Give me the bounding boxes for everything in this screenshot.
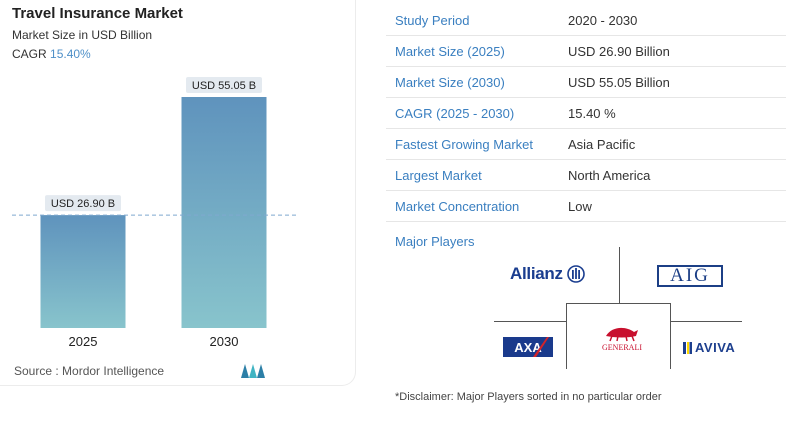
table-row-value: USD 55.05 Billion	[568, 75, 670, 90]
allianz-logo: Allianz	[510, 264, 585, 284]
table-row: Market Size (2025) USD 26.90 Billion	[386, 36, 786, 67]
table-row-key: CAGR (2025 - 2030)	[395, 106, 515, 121]
table-row-key: Largest Market	[395, 168, 482, 183]
bar-2030	[181, 97, 267, 328]
category-label: 2025	[69, 334, 98, 349]
aig-logo: AIG	[657, 265, 723, 287]
disclaimer-text: *Disclaimer: Major Players sorted in no …	[395, 391, 662, 403]
table-row-key: Fastest Growing Market	[395, 137, 533, 152]
generali-logo: GENERALI	[602, 327, 642, 352]
mordor-intelligence-logo-icon	[241, 364, 265, 378]
table-row: CAGR (2025 - 2030) 15.40 %	[386, 98, 786, 129]
bar-2025	[40, 215, 126, 328]
aviva-logo: AVIVA	[683, 340, 735, 355]
table-row-value: North America	[568, 168, 651, 183]
players-divider	[670, 321, 742, 322]
axa-wordmark: AXA	[514, 340, 542, 355]
value-label-box	[186, 77, 262, 93]
category-label: 2030	[210, 334, 239, 349]
aviva-wordmark: AVIVA	[695, 340, 736, 355]
aviva-emblem-icon	[683, 341, 692, 354]
cagr-label: CAGR	[12, 47, 47, 61]
generali-wordmark: GENERALI	[602, 343, 642, 352]
source-note: Source : Mordor Intelligence	[14, 364, 165, 378]
cagr-value: 15.40%	[50, 47, 91, 61]
major-players-label: Major Players	[395, 234, 475, 249]
players-divider	[619, 247, 620, 303]
value-label: USD 55.05 B	[192, 80, 256, 92]
players-divider	[670, 303, 671, 369]
chart-card: Travel Insurance Market Market Size in U…	[0, 0, 356, 386]
table-row-key: Study Period	[395, 13, 470, 28]
table-row-key: Market Size (2025)	[395, 44, 505, 59]
table-row-value: USD 26.90 Billion	[568, 44, 670, 59]
cagr-line: CAGR 15.40%	[12, 47, 91, 61]
table-row: Largest Market North America	[386, 160, 786, 191]
market-summary-table: Study Period 2020 - 2030 Market Size (2025…	[386, 5, 786, 222]
table-row-key: Market Concentration	[395, 199, 520, 214]
table-row: Market Concentration Low	[386, 191, 786, 222]
chart-title: Travel Insurance Market	[12, 5, 183, 22]
table-row: Market Size (2030) USD 55.05 Billion	[386, 67, 786, 98]
table-row-value: 15.40 %	[568, 106, 616, 121]
allianz-emblem-icon	[566, 265, 585, 283]
value-label: USD 26.90 B	[51, 198, 115, 210]
axa-logo: AXA	[503, 337, 553, 357]
bar-chart: USD 26.90 B 2025 USD 55.05 B 2030	[12, 77, 298, 349]
chart-subtitle: Market Size in USD Billion	[12, 28, 153, 42]
players-divider	[494, 321, 566, 322]
players-divider	[566, 303, 567, 369]
allianz-wordmark: Allianz	[510, 264, 563, 283]
players-divider	[566, 303, 670, 304]
table-row-value: Asia Pacific	[568, 137, 636, 152]
table-row: Study Period 2020 - 2030	[386, 5, 786, 36]
table-row-value: 2020 - 2030	[568, 13, 638, 28]
table-row-value: Low	[568, 199, 592, 214]
table-row-key: Market Size (2030)	[395, 75, 505, 90]
table-row: Fastest Growing Market Asia Pacific	[386, 129, 786, 160]
value-label-box	[45, 195, 121, 212]
